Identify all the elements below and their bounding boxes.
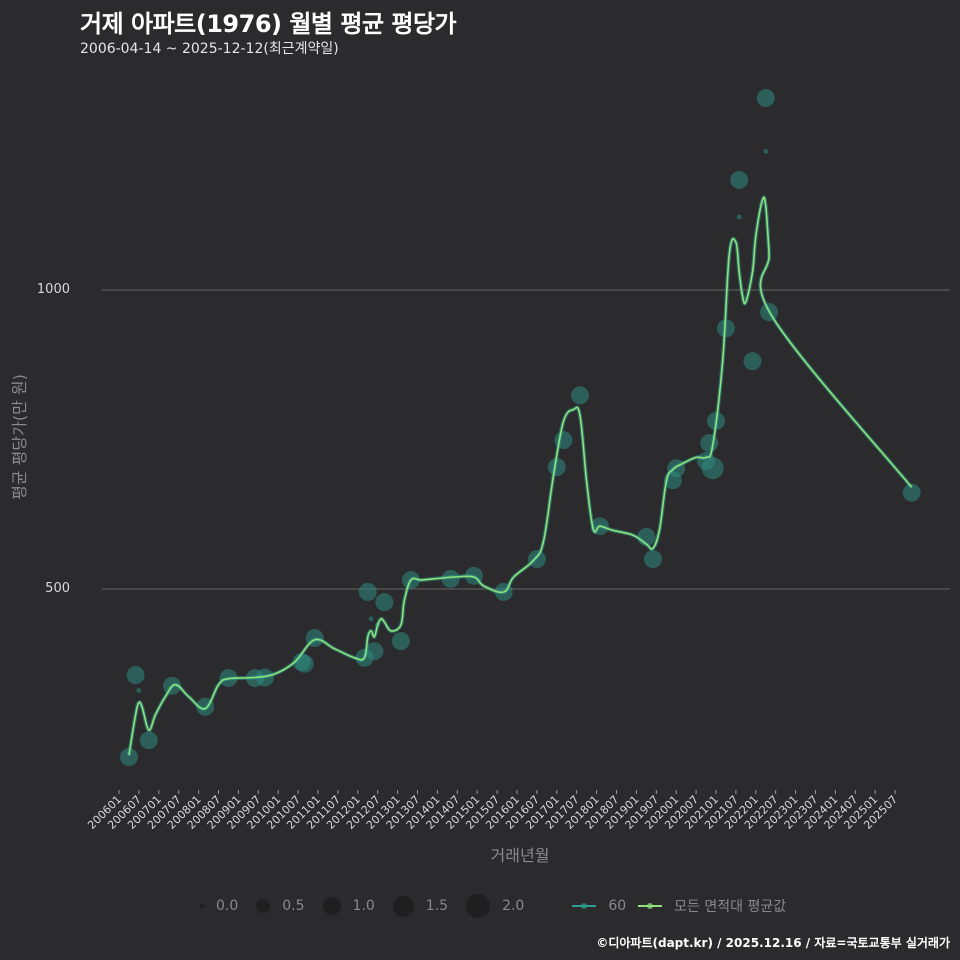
legend-size-4: 2.0	[466, 894, 524, 918]
data-point	[119, 748, 138, 767]
size-dot-icon	[466, 894, 491, 918]
size-dot-icon	[200, 904, 204, 908]
data-point	[643, 550, 662, 569]
data-point	[701, 457, 724, 480]
legend-size-2: 1.0	[322, 897, 375, 915]
data-point	[571, 386, 590, 405]
data-point	[902, 483, 921, 502]
data-point	[375, 593, 394, 612]
data-point	[365, 642, 384, 661]
data-point	[756, 89, 775, 108]
size-dot-icon	[392, 895, 414, 917]
legend-size-1: 0.5	[256, 898, 305, 914]
data-point	[730, 170, 749, 189]
legend-series-60: 60	[572, 898, 626, 914]
x-axis-label: 거래년월	[490, 846, 550, 865]
scatter-points	[119, 89, 921, 767]
chart-subtitle: 2006-04-14 ~ 2025-12-12(최근계약일)	[80, 41, 339, 57]
size-dot-icon	[256, 899, 271, 913]
series-60-line	[126, 195, 914, 756]
gridlines	[102, 289, 950, 590]
green-line-icon	[638, 903, 663, 909]
data-point	[136, 688, 142, 694]
avg-line	[128, 196, 913, 756]
legend-size-3: 1.5	[392, 895, 448, 917]
data-point	[126, 666, 145, 685]
size-dot-icon	[322, 897, 341, 915]
data-point	[743, 352, 762, 371]
chart-title: 거제 아파트(1976) 월별 평균 평당가	[80, 10, 457, 38]
legend-series-avg: 모든 면적대 평균값	[638, 896, 786, 916]
data-point	[763, 148, 769, 154]
data-point	[139, 731, 158, 750]
data-point	[736, 214, 742, 220]
data-point	[391, 632, 410, 651]
data-point	[358, 582, 377, 601]
source-caption: ©디아파트(dapt.kr) / 2025.12.16 / 자료=국토교통부 실…	[596, 936, 950, 950]
trend-lines	[126, 195, 914, 756]
ytick-1000: 1000	[36, 282, 70, 297]
data-point	[368, 616, 374, 622]
x-axis-ticks: 2006012006072007012007072008012008072009…	[85, 790, 900, 832]
teal-line-icon	[572, 903, 597, 909]
legend: 0.0 0.5 1.0 1.5 2.0 60 모든 면적대 평균값	[200, 893, 798, 919]
data-point	[295, 654, 314, 673]
legend-size-0: 0.0	[200, 898, 238, 914]
ytick-500: 500	[45, 581, 70, 596]
